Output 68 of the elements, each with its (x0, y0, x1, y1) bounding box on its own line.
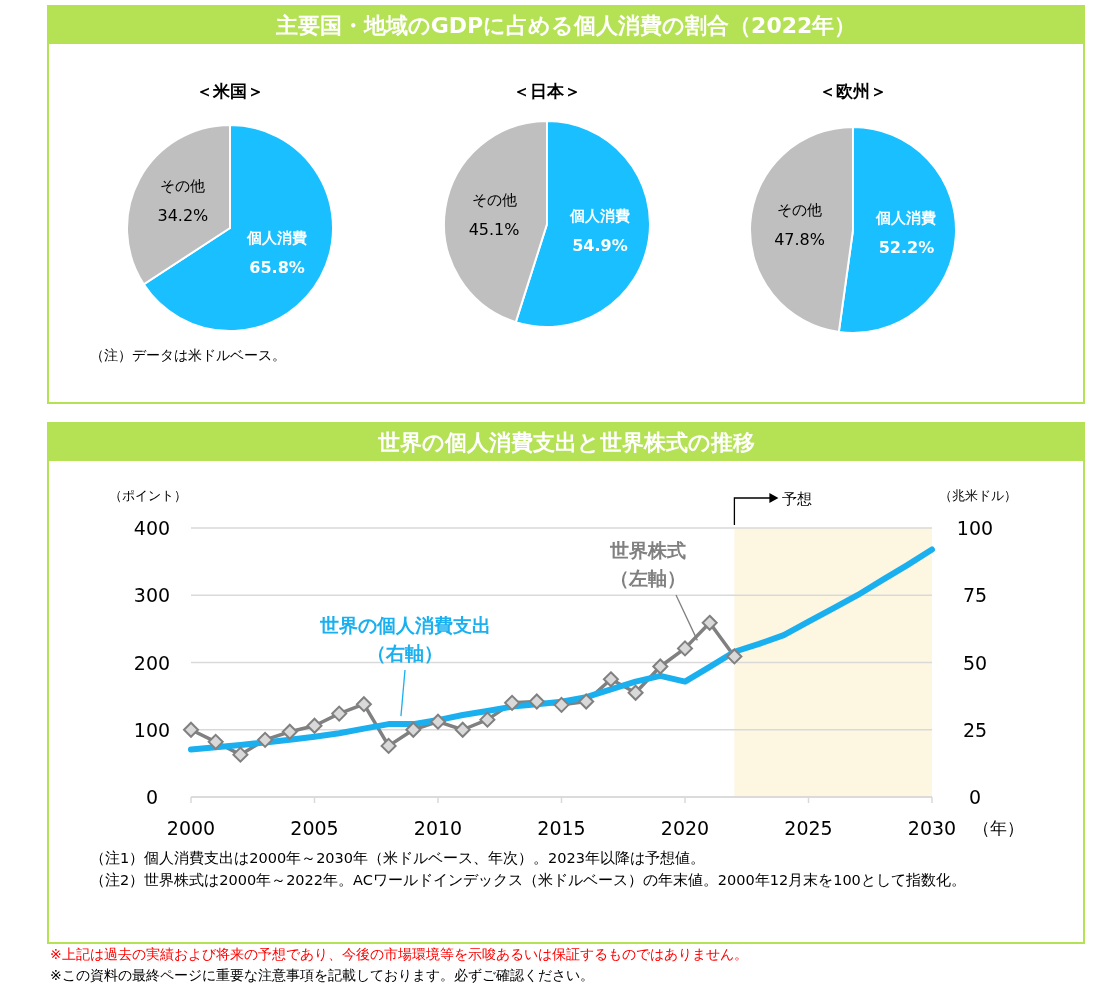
y-tick-label: 0 (145, 786, 159, 808)
point (306, 717, 323, 734)
y2-tick-label: 100 (956, 517, 994, 539)
x-tick-label: 2020 (660, 817, 710, 839)
x-tick-label: 2025 (784, 817, 833, 839)
text: （注）データは米ドルベース。 (90, 347, 286, 365)
data-label: 34.2% (157, 206, 209, 226)
text: （注2）世界株式は2000年～2022年。ACワールドインデックス（米ドルベース）の年末値。2000年12月末を100として指数化。 (90, 871, 967, 890)
y2-tick-label: 0 (968, 786, 982, 808)
point (257, 731, 274, 748)
point (454, 721, 471, 738)
point (578, 693, 595, 710)
point (528, 693, 545, 710)
chart-subtitle: ＜日本＞ (513, 81, 581, 101)
band-label: 予想 (782, 490, 813, 508)
x-tick-label: 2015 (537, 817, 586, 839)
text: （注1）個人消費支出は2000年～2030年（米ドルベース、年次）。2023年以降は予想値。 (90, 849, 706, 868)
data-label: 52.2% (878, 237, 935, 257)
data-label: 54.9% (572, 236, 628, 256)
y-tick-label: 200 (133, 651, 171, 674)
point (553, 696, 570, 713)
data-label: 65.8% (249, 257, 305, 277)
y-tick-label: 400 (133, 517, 171, 539)
point (652, 658, 669, 675)
y-tick-label: 100 (133, 718, 171, 741)
y2-tick-label: 25 (962, 718, 988, 741)
point (183, 721, 199, 738)
series-label: 世界株式（左軸） (609, 539, 686, 589)
x-tick-label: 2000 (166, 817, 216, 839)
chart-subtitle: ＜欧州＞ (819, 81, 887, 101)
point (504, 694, 521, 711)
y2-axis-title: （兆米ドル） (939, 488, 1017, 503)
text: 主要国・地域のGDPに占める個人消費の割合（2022年） (49, 7, 1083, 44)
point (355, 696, 372, 713)
data-label: 45.1% (468, 219, 520, 239)
point (726, 648, 743, 665)
chart-subtitle: ＜米国＞ (196, 81, 264, 101)
y2-tick-label: 50 (962, 651, 988, 674)
slice-label: その他 (160, 177, 206, 196)
point (701, 614, 718, 631)
x-tick-label: 2005 (290, 817, 339, 839)
slice-label: その他 (471, 190, 517, 209)
slice-label: 個人消費 (246, 228, 308, 247)
slice-label: その他 (777, 201, 823, 220)
point (430, 713, 446, 730)
point (232, 746, 249, 763)
text: 世界の個人消費支出（右軸） (318, 614, 491, 664)
point (677, 640, 693, 657)
slice-label: 個人消費 (875, 208, 937, 227)
data-label: 47.8% (774, 230, 825, 250)
x-axis-title: （年） (972, 818, 1024, 838)
point (207, 733, 224, 750)
point (331, 705, 348, 722)
point (602, 671, 619, 688)
slice-label: 個人消費 (568, 207, 630, 226)
point (627, 684, 644, 701)
point (405, 721, 422, 738)
point (281, 723, 298, 740)
chart-title: 世界の個人消費支出と世界株式の推移 (49, 424, 1083, 461)
point (380, 737, 397, 754)
y-tick-label: 300 (133, 584, 171, 607)
text: ※上記は過去の実績および将来の予想であり、今後の市場環境等を示唆あるいは保証するものではありません。 (50, 946, 748, 964)
y-axis-title: （ポイント） (109, 488, 187, 503)
point (479, 711, 496, 728)
y2-tick-label: 75 (962, 584, 988, 607)
text: ※この資料の最終ページに重要な注意事項を記載しております。必ずご確認ください。 (50, 967, 594, 985)
x-tick-label: 2010 (413, 817, 463, 839)
x-tick-label: 2030 (907, 817, 957, 839)
